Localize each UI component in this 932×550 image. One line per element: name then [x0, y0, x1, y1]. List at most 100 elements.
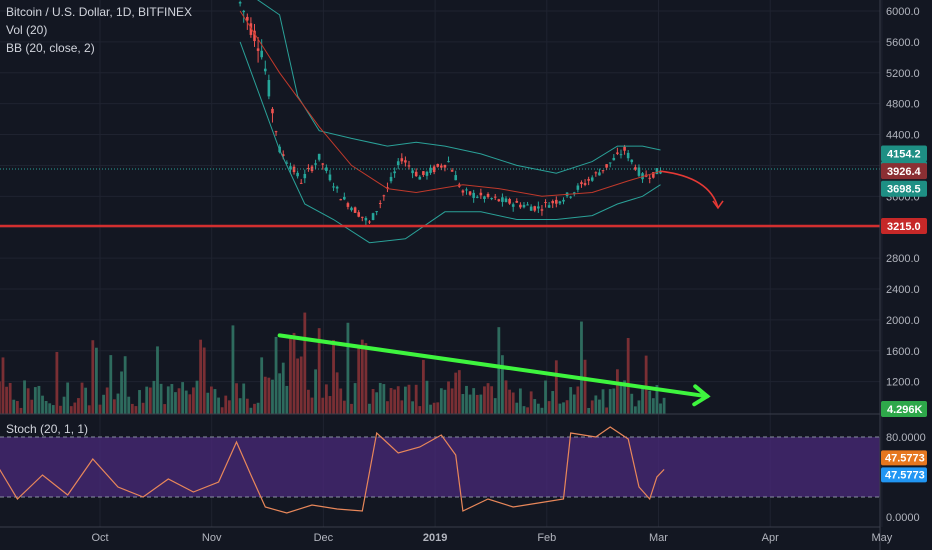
candle-body: [249, 23, 253, 35]
time-tick-label: Apr: [762, 532, 779, 544]
volume-bar: [55, 351, 59, 414]
volume-bar: [112, 399, 116, 414]
volume-legend: Vol (20): [6, 23, 48, 37]
volume-bar: [407, 384, 411, 414]
volume-bar: [382, 384, 386, 414]
candle-body: [375, 211, 378, 213]
volume-bar: [504, 380, 508, 414]
volume-bar: [69, 406, 73, 414]
time-tick-label: 2019: [423, 532, 447, 544]
support-tag-label: 3215.0: [887, 221, 921, 233]
volume-bar: [400, 400, 404, 414]
volume-bar: [518, 388, 522, 414]
bb-upper-tag: [881, 145, 927, 162]
volume-bar: [220, 407, 224, 414]
volume-bar: [267, 377, 271, 414]
volume-bar: [483, 386, 486, 414]
bb-basis-tag-label: 3926.4: [887, 166, 922, 178]
volume-tag-label: 4.296K: [887, 404, 923, 416]
volume-bar: [317, 328, 321, 414]
volume-bar: [558, 403, 562, 414]
volume-bar: [350, 403, 353, 414]
volume-bar: [332, 339, 335, 414]
price-tick-label: 5600.0: [886, 37, 920, 49]
price-tick-label: 1600.0: [886, 346, 920, 358]
volume-bar: [127, 396, 131, 414]
chart-title: Bitcoin / U.S. Dollar, 1D, BITFINEX: [6, 5, 193, 19]
volume-bar: [443, 389, 447, 414]
time-axis[interactable]: Oct Nov Dec 2019 Feb Mar Apr May: [91, 532, 892, 544]
volume-bar: [605, 407, 609, 414]
volume-bar: [630, 393, 634, 414]
candle-body: [572, 192, 576, 195]
candle-body: [594, 172, 598, 174]
volume-bar: [98, 404, 102, 414]
volume-bar: [48, 403, 52, 414]
volume-bar: [432, 402, 436, 414]
volume-bar: [547, 401, 551, 414]
candle-body: [450, 170, 454, 172]
volume-bar: [62, 396, 66, 414]
volume-bar: [166, 386, 170, 414]
volume-bar: [296, 358, 300, 414]
volume-bar: [199, 339, 203, 414]
stoch-tag-orange-label: 47.5773: [885, 452, 925, 464]
candle-body: [648, 177, 652, 179]
volume-bar: [51, 405, 55, 414]
volume-bar: [15, 401, 19, 414]
candle-body: [454, 175, 458, 181]
volume-bar: [529, 391, 533, 414]
volume-bar: [590, 400, 594, 414]
candle-body: [396, 161, 400, 166]
candle-body: [544, 202, 547, 204]
candle-body: [533, 206, 537, 211]
candle-body: [468, 191, 472, 195]
volume-bar: [465, 385, 468, 414]
volume-bar: [544, 380, 547, 414]
volume-bar: [353, 383, 357, 414]
volume-bar: [192, 387, 195, 414]
price-tick-label: 4800.0: [886, 99, 920, 111]
volume-bar: [44, 400, 48, 414]
price-tags: 4154.23953.53926.43698.53215.04.296K47.5…: [881, 145, 927, 483]
volume-bar: [601, 389, 605, 414]
volume-bar: [37, 385, 41, 414]
candle-body: [271, 108, 274, 114]
volume-bar: [59, 405, 62, 414]
volume-bar: [109, 355, 113, 414]
candle-body: [483, 196, 486, 199]
candle-body: [475, 196, 479, 198]
candle-body: [630, 159, 634, 163]
volume-bar: [102, 394, 105, 414]
volume-bar: [66, 382, 70, 414]
candle-body: [335, 186, 339, 189]
price-tick-label: 1200.0: [886, 377, 920, 389]
candle-body: [461, 190, 465, 193]
volume-bar: [418, 406, 422, 414]
volume-bar: [662, 397, 666, 414]
bb-legend: BB (20, close, 2): [6, 41, 95, 55]
volume-bar: [33, 387, 37, 414]
candle-body: [242, 10, 246, 13]
volume-bar: [429, 404, 432, 414]
volume-bar: [310, 397, 314, 414]
volume-bar: [425, 380, 429, 414]
candle-body: [515, 201, 519, 203]
candle-body: [497, 199, 501, 202]
volume-bar: [134, 406, 138, 414]
candle-body: [246, 16, 249, 21]
candle-body: [317, 153, 321, 160]
volume-bar: [612, 388, 616, 414]
stoch-tick-label: 0.0000: [886, 512, 920, 524]
volume-bar: [227, 400, 231, 414]
candle-body: [321, 163, 325, 165]
time-tick-label: Dec: [314, 532, 334, 544]
volume-bar: [145, 386, 149, 414]
candle-body: [637, 167, 641, 176]
volume-bar: [314, 369, 317, 414]
volume-bar: [0, 381, 1, 414]
volume-bar: [41, 395, 44, 414]
volume-bar: [274, 336, 278, 414]
candle-body: [353, 207, 357, 213]
stoch-tick-label: 80.0000: [886, 432, 926, 444]
